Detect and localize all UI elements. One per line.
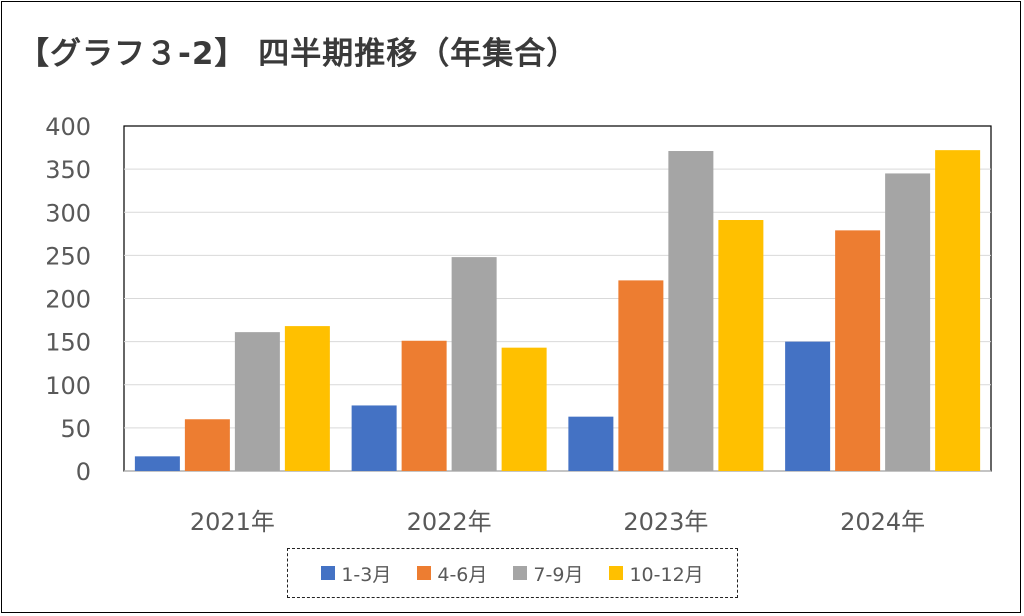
bar-7-9月-2023年 xyxy=(668,151,714,471)
legend-label: 1-3月 xyxy=(341,563,392,586)
bar-4-6月-2024年 xyxy=(835,230,881,471)
legend-label: 4-6月 xyxy=(437,563,488,586)
bar-10-12月-2023年 xyxy=(718,220,764,471)
y-tick-label: 400 xyxy=(45,113,91,141)
legend-swatch xyxy=(609,566,624,580)
bar-7-9月-2021年 xyxy=(234,332,280,471)
y-tick-label: 300 xyxy=(45,199,91,227)
y-tick-label: 150 xyxy=(45,329,91,357)
y-tick-label: 350 xyxy=(45,156,91,184)
y-tick-label: 100 xyxy=(45,372,91,400)
legend-label: 10-12月 xyxy=(629,563,704,586)
bar-4-6月-2023年 xyxy=(618,280,664,471)
legend-swatch xyxy=(417,566,432,580)
bar-1-3月-2021年 xyxy=(134,456,180,471)
bar-10-12月-2021年 xyxy=(284,326,330,471)
bar-10-12月-2022年 xyxy=(501,347,547,471)
y-tick-label: 250 xyxy=(45,242,91,270)
legend-item: 4-6月 xyxy=(417,560,487,587)
legend-label: 7-9月 xyxy=(533,563,584,586)
bar-1-3月-2023年 xyxy=(568,416,614,471)
bar-1-3月-2024年 xyxy=(785,341,831,471)
bar-4-6月-2021年 xyxy=(184,419,230,471)
legend-swatch xyxy=(513,566,528,580)
y-tick-label: 0 xyxy=(76,458,91,486)
x-category-label: 2022年 xyxy=(407,508,492,536)
bar-7-9月-2024年 xyxy=(885,173,931,471)
bar-1-3月-2022年 xyxy=(351,405,397,471)
y-tick-label: 200 xyxy=(45,286,91,314)
x-category-label: 2023年 xyxy=(623,508,708,536)
legend-item: 10-12月 xyxy=(609,560,704,587)
bar-7-9月-2022年 xyxy=(451,257,497,471)
bar-10-12月-2024年 xyxy=(935,150,981,471)
bar-4-6月-2022年 xyxy=(401,340,447,471)
chart-legend: 1-3月 4-6月 7-9月 10-12月 xyxy=(287,548,738,598)
legend-item: 1-3月 xyxy=(321,560,391,587)
x-category-label: 2024年 xyxy=(840,508,925,536)
x-category-label: 2021年 xyxy=(190,508,275,536)
legend-swatch xyxy=(321,566,336,580)
legend-item: 7-9月 xyxy=(513,560,583,587)
chart-title: 【グラフ３-2】 四半期推移（年集合） xyxy=(18,36,579,72)
y-tick-label: 50 xyxy=(60,415,91,443)
